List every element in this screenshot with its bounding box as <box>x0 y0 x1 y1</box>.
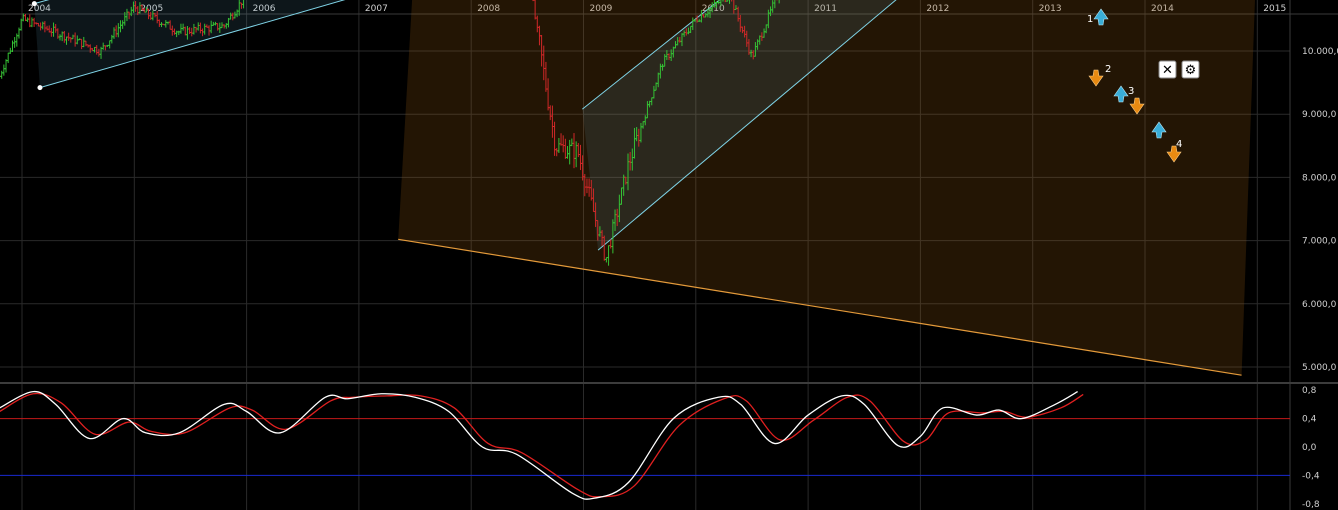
close-icon[interactable] <box>1158 60 1177 79</box>
channel-number-label: 1 <box>1087 14 1093 25</box>
y-tick-label: 9.000,0 <box>1302 110 1337 120</box>
arrow-down-icon <box>1088 69 1104 87</box>
steep-blue-channel-lower <box>597 0 897 251</box>
orange-channel[interactable] <box>398 0 1257 376</box>
long-blue-channel-lower <box>39 0 346 89</box>
oscillator-tick-label: 0,8 <box>1302 386 1317 396</box>
oscillator-tick-label: -0,4 <box>1302 471 1320 481</box>
arrow-up-icon <box>1113 85 1129 103</box>
steep-blue-channel-upper <box>582 0 721 110</box>
y-tick-label: 8.000,0 <box>1302 173 1337 183</box>
x-tick-label: 2005 <box>140 4 163 14</box>
channel-number-label: 2 <box>1105 64 1111 75</box>
oscillator-tick-label: 0,0 <box>1302 443 1317 453</box>
blue-channels[interactable] <box>31 0 1159 251</box>
arrow-down-icon <box>1166 145 1182 163</box>
x-tick-label: 2007 <box>365 4 388 14</box>
y-tick-label: 6.000,0 <box>1302 300 1337 310</box>
x-tick-label: 2006 <box>253 4 276 14</box>
gear-icon-glyph: ⚙ <box>1185 63 1197 78</box>
x-tick-label: 2012 <box>926 4 949 14</box>
x-tick-label: 2008 <box>477 4 500 14</box>
channel-annotations: 1 2 3 4 <box>1087 8 1182 163</box>
arrow-up-icon <box>1151 121 1167 139</box>
close-icon-glyph: ✕ <box>1162 63 1173 78</box>
x-tick-label: 2014 <box>1151 4 1174 14</box>
channel-handle <box>31 1 37 7</box>
y-tick-label: 5.000,0 <box>1302 363 1337 373</box>
oscillator-tick-label: 0,4 <box>1302 415 1317 425</box>
oscillator-tick-label: -0,8 <box>1302 500 1320 510</box>
arrow-up-icon <box>1093 8 1109 26</box>
x-tick-label: 2013 <box>1039 4 1062 14</box>
oscillator-panel: 0,8 0,4 0,0 -0,4 -0,8 <box>0 386 1320 510</box>
x-tick-label: 2010 <box>702 4 725 14</box>
y-tick-label: 7.000,0 <box>1302 237 1337 247</box>
x-tick-label: 2009 <box>590 4 613 14</box>
channel-number-label: 4 <box>1176 139 1182 150</box>
steep-blue-channel-fill <box>582 0 896 251</box>
orange-channel-lower <box>398 238 1242 376</box>
oscillator-line <box>0 390 1078 500</box>
x-axis: 2004 2005 2006 2007 2008 2009 2010 2011 2012 2013… <box>28 4 1286 14</box>
y-tick-label: 10.000,0 <box>1302 47 1338 57</box>
x-tick-label: 2015 <box>1263 4 1286 14</box>
x-tick-label: 2011 <box>814 4 837 14</box>
channel-handle <box>37 85 43 91</box>
y-axis: 5.000,0 6.000,0 7.000,0 8.000,0 9.000,0 10.00… <box>1302 47 1338 373</box>
gear-icon[interactable] <box>1181 60 1200 79</box>
arrow-down-icon <box>1129 97 1145 115</box>
orange-channel-fill <box>398 0 1255 376</box>
price-bars <box>0 0 780 266</box>
x-tick-label: 2004 <box>28 4 51 14</box>
drawing-tools[interactable]: ✕ ⚙ <box>1158 60 1200 79</box>
channel-number-label: 3 <box>1128 86 1134 97</box>
